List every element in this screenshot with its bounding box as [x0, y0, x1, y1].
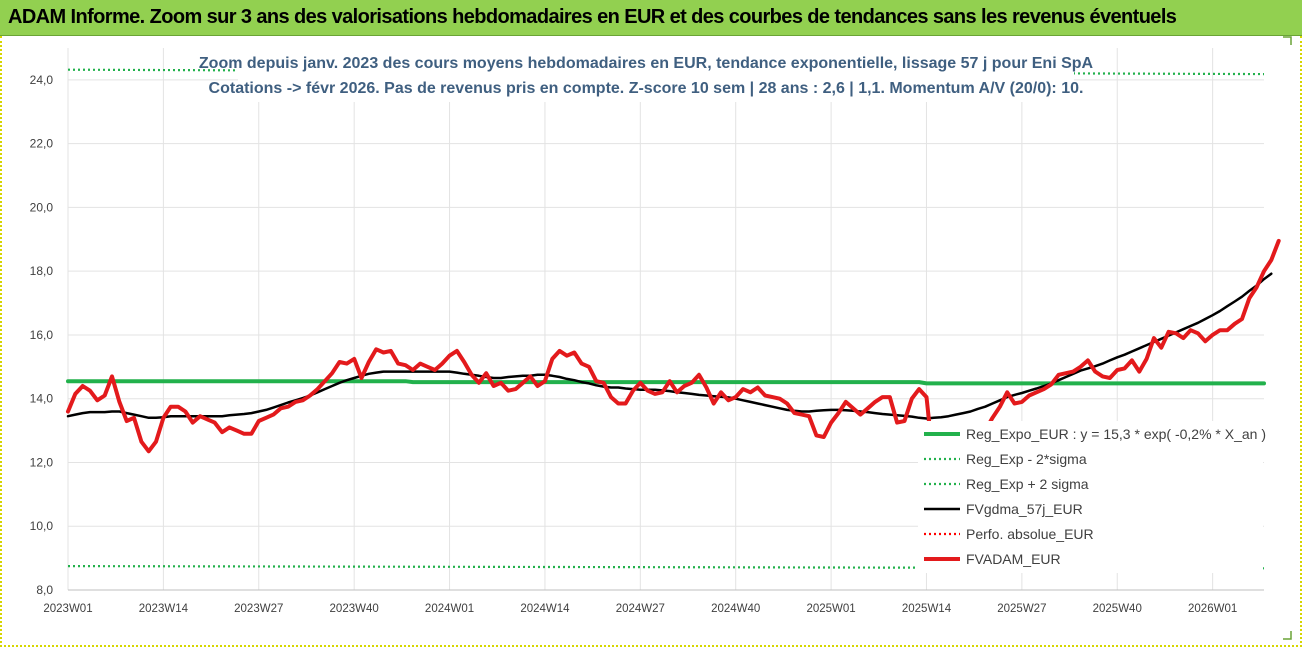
chart-frame	[0, 36, 1302, 647]
series-line-6	[66, 238, 1281, 468]
x-tick-label: 2024W14	[520, 603, 570, 615]
legend-label-2: Reg_Exp - 2*sigma	[966, 451, 1087, 467]
y-tick-label: 8,0	[36, 583, 53, 597]
series-line-1	[66, 379, 1266, 386]
legend-label-5: Perfo. absolue_EUR	[966, 526, 1094, 542]
x-tick-label: 2026W01	[1188, 603, 1237, 615]
x-tick-label: 2023W01	[43, 603, 92, 615]
x-tick-label: 2023W27	[234, 603, 283, 615]
x-tick-label: 2023W40	[330, 603, 379, 615]
y-tick-label: 18,0	[30, 264, 54, 278]
y-axis: 8,0 10,0 12,0 14,0 16,0 18,0 20,0 22,0 24,0	[30, 73, 54, 597]
chart-subtitle: Cotations -> févr 2026. Pas de revenus p…	[209, 80, 1084, 97]
y-tick-label: 24,0	[30, 73, 54, 87]
legend-label-3: Reg_Exp + 2 sigma	[966, 476, 1089, 492]
subtitle-background	[238, 42, 1074, 102]
x-tick-label: 2025W27	[997, 603, 1046, 615]
y-tick-label: 10,0	[30, 519, 54, 533]
legend-background	[918, 421, 1263, 573]
legend-label-1: Reg_Expo_EUR : y = 15,3 * exp( -0,2% * X…	[966, 426, 1266, 442]
x-tick-label: 2024W01	[425, 603, 474, 615]
report-title: ADAM Informe. Zoom sur 3 ans des valoris…	[8, 6, 1177, 28]
x-tick-label: 2025W14	[902, 603, 952, 615]
x-tick-label: 2025W01	[806, 603, 855, 615]
report-banner: ADAM Informe. Zoom sur 3 ans des valoris…	[0, 0, 1302, 36]
y-tick-label: 14,0	[30, 392, 54, 406]
y-tick-label: 12,0	[30, 455, 54, 469]
x-tick-label: 2024W27	[616, 603, 665, 615]
corner-marker-icon	[1283, 36, 1292, 45]
y-tick-label: 16,0	[30, 328, 54, 342]
corner-marker-icon	[1283, 631, 1292, 640]
series-line-4	[66, 272, 1273, 420]
x-axis: 2023W01 2023W14 2023W27 2023W40 2024W01 2024W…	[43, 603, 1237, 615]
grid	[67, 48, 1264, 591]
chart-title: Zoom depuis janv. 2023 des cours moyens …	[199, 55, 1094, 72]
legend-label-6: FVADAM_EUR	[966, 551, 1061, 567]
y-tick-label: 20,0	[30, 200, 54, 214]
legend: Reg_Expo_EUR : y = 15,3 * exp( -0,2% * X…	[918, 421, 1266, 573]
x-tick-label: 2025W40	[1093, 603, 1142, 615]
legend-label-4: FVgdma_57j_EUR	[966, 501, 1083, 517]
x-tick-label: 2024W40	[711, 603, 760, 615]
y-tick-label: 22,0	[30, 137, 54, 151]
x-tick-label: 2023W14	[139, 603, 189, 615]
